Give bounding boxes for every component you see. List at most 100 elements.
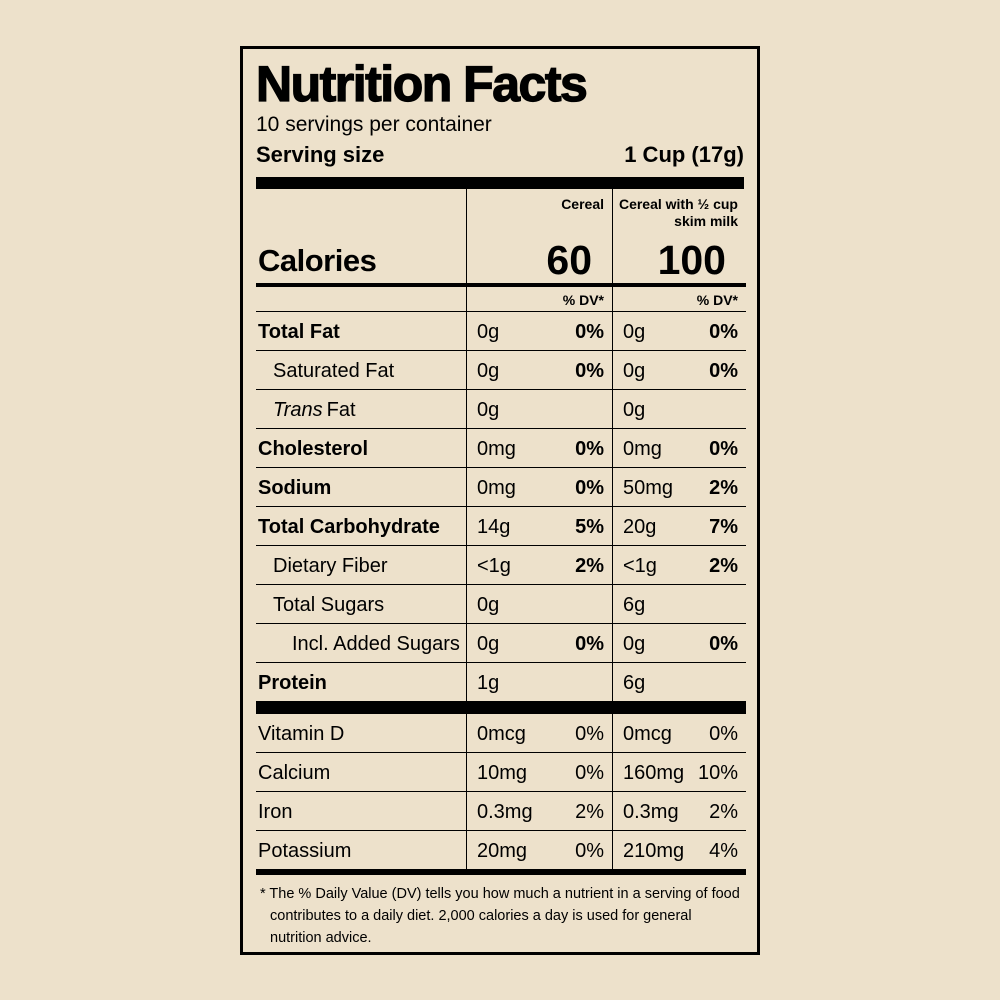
calories-label: Calories [256, 231, 466, 288]
section-divider-bar [256, 869, 746, 876]
milk-cell: 6g [612, 663, 746, 702]
nutrition-facts-label: Nutrition Facts 10 servings per containe… [240, 46, 760, 955]
cereal-cell: 0mcg 0% [466, 714, 612, 754]
amount: 14g [477, 516, 511, 539]
daily-value: 0% [575, 762, 604, 785]
amount: 1g [477, 672, 500, 695]
amount: 0g [623, 360, 646, 383]
cereal-cell: 0mg 0% [466, 429, 612, 469]
daily-value: 0% [575, 840, 604, 863]
nutrient-name: Saturated Fat [256, 351, 466, 391]
daily-value: 2% [709, 477, 738, 500]
amount: 0g [477, 360, 500, 383]
cereal-cell: 0g 0% [466, 351, 612, 391]
nutrient-name-rest: Fat [326, 399, 356, 422]
amount: 0g [477, 321, 500, 344]
nutrient-name: Total Carbohydrate [256, 507, 466, 547]
dv-header-cereal: % DV* [466, 287, 612, 313]
amount: <1g [477, 555, 511, 578]
amount: 160mg [623, 762, 685, 785]
serving-size-label: Serving size [256, 142, 385, 167]
daily-value: 0% [575, 321, 604, 344]
cereal-cell: 0mg 0% [466, 468, 612, 508]
amount: 0g [477, 594, 500, 617]
column-header-spacer [256, 189, 466, 231]
daily-value: 0% [709, 360, 738, 383]
daily-value: 0% [709, 321, 738, 344]
cereal-cell: <1g 2% [466, 546, 612, 586]
nutrition-table: Cereal Cereal with ½ cup skim milk Calor… [256, 189, 746, 876]
serving-size-value: 1 Cup (17g) [624, 142, 744, 167]
amount: 0mcg [477, 723, 526, 746]
daily-value: 0% [575, 633, 604, 656]
amount: 0.3mg [477, 801, 533, 824]
amount: 0mg [477, 438, 516, 461]
amount: 210mg [623, 840, 685, 863]
amount: 0g [477, 633, 500, 656]
amount: <1g [623, 555, 657, 578]
milk-cell: 0mcg 0% [612, 714, 746, 754]
daily-value: 0% [709, 438, 738, 461]
daily-value: 2% [709, 801, 738, 824]
amount: 0mg [477, 477, 516, 500]
milk-cell: 210mg 4% [612, 831, 746, 870]
milk-cell: 0mg 0% [612, 429, 746, 469]
nutrient-name: Vitamin D [256, 714, 466, 754]
dv-header-cereal-milk: % DV* [612, 287, 746, 313]
milk-cell: 0g 0% [612, 312, 746, 352]
nutrient-name: Trans Fat [256, 390, 466, 430]
daily-value: 0% [709, 633, 738, 656]
daily-value: 0% [575, 360, 604, 383]
cereal-cell: 0g 0% [466, 312, 612, 352]
milk-cell: 20g 7% [612, 507, 746, 547]
amount: 0g [477, 399, 500, 422]
nutrient-name: Calcium [256, 753, 466, 793]
milk-cell: 0g 0% [612, 351, 746, 391]
amount: 20g [623, 516, 657, 539]
daily-value: 0% [709, 723, 738, 746]
servings-per-container: 10 servings per container [256, 113, 492, 136]
nutrient-name: Potassium [258, 840, 352, 863]
calories-cereal: 60 [466, 231, 612, 288]
cereal-cell: 0.3mg 2% [466, 792, 612, 832]
nutrient-name: Total Fat [256, 312, 466, 352]
nutrient-name-italic: Trans [273, 399, 323, 422]
daily-value: 4% [709, 840, 738, 863]
daily-value: 0% [575, 438, 604, 461]
cereal-cell: 20mg 0% [466, 831, 612, 870]
column-header-cereal: Cereal [466, 189, 612, 232]
milk-cell: <1g 2% [612, 546, 746, 586]
daily-value: 10% [697, 762, 738, 785]
nutrient-name: Dietary Fiber [256, 546, 466, 586]
dv-header-spacer [256, 287, 466, 313]
cereal-cell: 14g 5% [466, 507, 612, 547]
serving-size-row: Serving size 1 Cup (17g) [256, 142, 744, 168]
calories-cereal-milk: 100 [612, 231, 746, 288]
nutrient-name: Cholesterol [256, 429, 466, 469]
milk-cell: 0g 0% [612, 624, 746, 664]
daily-value: 2% [575, 555, 604, 578]
nutrient-name: Total Sugars [256, 585, 466, 625]
milk-cell: 0g [612, 390, 746, 430]
nutrient-name: Incl. Added Sugars [256, 624, 466, 664]
daily-value: 2% [575, 801, 604, 824]
milk-cell: 50mg 2% [612, 468, 746, 508]
daily-value: 2% [709, 555, 738, 578]
amount: 20mg [477, 840, 528, 863]
cereal-cell: 0g [466, 390, 612, 430]
column-header-cereal-milk: Cereal with ½ cup skim milk [612, 189, 746, 232]
daily-value: 7% [709, 516, 738, 539]
section-divider-bar [256, 177, 744, 189]
milk-cell: 160mg 10% [612, 753, 746, 793]
amount: 10mg [477, 762, 528, 785]
amount: 0mcg [623, 723, 672, 746]
cereal-cell: 1g [466, 663, 612, 702]
amount: 0.3mg [623, 801, 679, 824]
daily-value: 0% [575, 477, 604, 500]
amount: 0g [623, 399, 646, 422]
label-title: Nutrition Facts [255, 56, 588, 112]
section-divider-bar [256, 701, 746, 715]
amount: 0g [623, 633, 646, 656]
cereal-cell: 0g [466, 585, 612, 625]
cereal-cell: 10mg 0% [466, 753, 612, 793]
